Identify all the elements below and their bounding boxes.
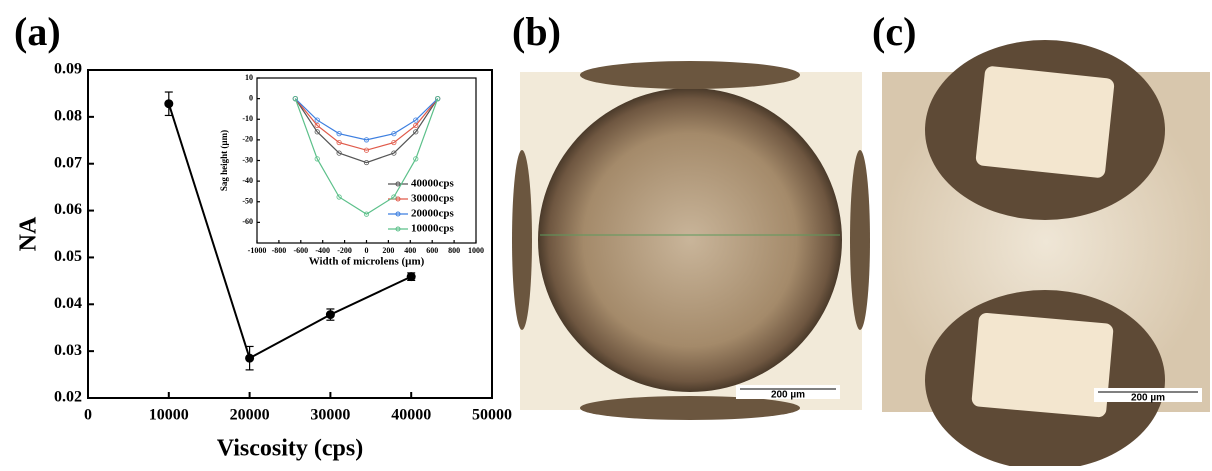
x-tick-label: 600 [426,246,438,255]
series-point [391,194,397,200]
y-tick-label: 0.02 [54,389,82,406]
y-tick-label: 0.08 [54,108,82,125]
y-tick-label: 0.06 [54,201,82,218]
plot-frame [87,69,493,399]
panel-label: (a) [14,9,61,54]
series-point [413,122,419,129]
series-point [413,129,419,135]
series-point [391,150,397,156]
x-tick-label: 200 [382,246,394,255]
y-tick-label: -10 [242,114,253,123]
series-point [413,156,419,162]
series-point [336,150,342,156]
panel-label: (b) [512,9,561,54]
x-tick-label: 400 [404,246,416,255]
x-tick-label: -800 [272,246,287,255]
micrograph-c [882,40,1210,470]
y-tick-label: -50 [242,197,253,206]
legend-marker [395,181,401,187]
series-line [294,98,439,141]
x-axis-label: Width of microlens (µm) [309,256,425,268]
data-point [325,310,335,320]
x-tick-label: 800 [448,246,460,255]
series-point [336,131,342,137]
data-point [245,353,255,363]
x-tick-label: -400 [315,246,330,255]
y-tick-label: 0 [249,93,253,102]
x-tick-label: 0 [365,246,369,255]
series-point [292,96,298,102]
series-point [413,117,419,123]
x-tick-label: 10000 [149,407,189,424]
legend-marker [395,211,401,217]
x-axis-label: Viscosity (cps) [217,436,363,462]
series-line [294,98,439,151]
series-point [314,117,320,123]
y-tick-label: -20 [242,135,253,144]
legend-marker [395,196,401,202]
x-tick-label: 30000 [310,407,350,424]
series-point [391,139,397,146]
legend-label: 40000cps [411,178,455,190]
legend-label: 10000cps [411,223,455,235]
series-point [391,131,397,137]
y-tick-label: -30 [242,155,253,164]
y-tick-label: 0.05 [54,248,82,265]
series-point [363,211,370,217]
y-axis-label: NA [16,216,42,251]
x-tick-label: 50000 [472,407,512,424]
scale-bar-label: 200 µm [1131,393,1165,404]
series-point [314,122,320,129]
y-tick-label: 0.04 [54,295,82,312]
x-tick-label: -1000 [248,246,267,255]
data-point [406,272,416,282]
y-tick-label: 0.03 [54,342,82,359]
x-tick-label: 1000 [468,246,484,255]
series-point [363,137,370,143]
panel-label: (c) [872,9,916,54]
series-point [314,156,320,162]
x-tick-label: 40000 [391,407,431,424]
data-point [164,99,174,109]
y-tick-label: 0.07 [54,154,82,171]
series-line [294,98,439,164]
series-point [336,194,342,200]
micrograph-b [512,61,870,420]
x-tick-label: 0 [84,407,92,424]
legend-label: 20000cps [411,208,455,220]
y-tick-label: 10 [245,73,253,82]
x-tick-label: -200 [337,246,352,255]
y-tick-label: -40 [242,176,253,185]
x-tick-label: 20000 [230,407,270,424]
series-point [336,139,342,146]
series-point [363,147,370,153]
y-axis-label: Sag height (µm) [219,130,229,191]
series-line [294,98,439,215]
series-point [435,96,441,102]
x-tick-label: -600 [293,246,308,255]
legend-label: 30000cps [411,193,455,205]
y-tick-label: 0.09 [54,61,82,78]
legend-marker [395,226,401,232]
series-point [363,159,370,166]
y-tick-label: -60 [242,217,253,226]
scale-bar-label: 200 µm [771,390,805,401]
data-line [167,103,412,360]
series-point [314,129,320,135]
